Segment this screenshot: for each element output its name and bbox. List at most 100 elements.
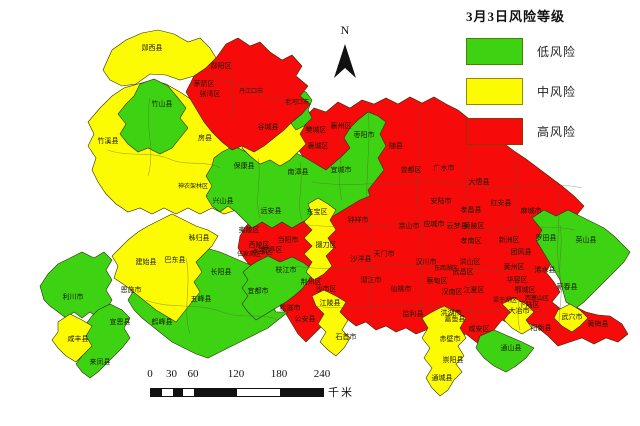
low-risk-swatch <box>466 38 523 65</box>
region-label: 潜江市 <box>361 275 382 284</box>
north-arrow-glyph <box>334 44 356 78</box>
region-label: 嘉鱼县 <box>445 314 466 323</box>
region-label: 云梦县 <box>447 222 468 230</box>
zone-shiyan-high <box>185 37 311 153</box>
map-border-lines <box>107 57 583 339</box>
region-label: 蕲春县 <box>557 282 578 291</box>
high-risk-swatch <box>466 118 523 145</box>
north-label: N <box>341 23 350 37</box>
zone-south-yellow-mid <box>421 305 467 397</box>
region-label: 大悟县 <box>469 177 490 186</box>
zone-wuxue-mid <box>553 303 589 333</box>
region-label: 五峰县 <box>191 294 212 303</box>
region-label: 巴东县 <box>165 255 186 264</box>
region-label: 沙洋县 <box>351 254 372 263</box>
legend-row-high: 高风险 <box>466 118 636 145</box>
region-label: 曾都区 <box>401 165 422 174</box>
region-label: 丹江口市 <box>239 87 263 95</box>
zone-xianfeng-mid <box>51 313 93 363</box>
region-label: 武昌区 <box>453 267 474 276</box>
region-label: 老河口市 <box>285 98 309 106</box>
high-risk-label: 高风险 <box>537 125 577 139</box>
region-label: 广水市 <box>434 163 455 172</box>
region-label: 襄城区 <box>308 141 329 150</box>
region-label: 随县 <box>389 141 403 150</box>
region-label: 安陆市 <box>431 196 452 205</box>
region-label: 仙桃市 <box>391 284 412 293</box>
zone-luotian-yingshan-low <box>531 209 631 309</box>
region-label: 东西湖区 <box>434 264 458 272</box>
legend-title: 3月3日风险等级 <box>466 9 566 24</box>
region-label: 长阳县 <box>211 267 232 276</box>
zone-zhijiang-yidu-low <box>241 255 315 321</box>
region-label: 京山市 <box>399 221 420 230</box>
region-label: 南漳县 <box>288 167 309 176</box>
zone-tongshan-low <box>475 329 535 373</box>
region-label: 红安县 <box>491 198 512 207</box>
legend: 3月3日风险等级 低风险 中风险 高风险 <box>466 6 636 145</box>
mid-risk-swatch <box>466 78 523 105</box>
region-label: 枝江市 <box>276 265 297 274</box>
region-label: 大冶市 <box>509 306 530 315</box>
region-label: 孝昌县 <box>461 206 482 214</box>
region-label: 公安县 <box>295 314 316 323</box>
mid-risk-label: 中风险 <box>537 85 577 99</box>
region-label: 神农架林区 <box>178 182 208 190</box>
region-label: 天门市 <box>374 249 395 258</box>
region-label: 松滋市 <box>280 303 301 312</box>
region-label: 黄陂区 <box>464 221 485 230</box>
region-label: 郧阳区 <box>211 61 232 70</box>
region-label: 西陵区 <box>249 240 270 249</box>
low-risk-label: 低风险 <box>537 45 577 59</box>
region-label: 黄州区 <box>504 262 525 271</box>
map-zones <box>39 29 631 397</box>
region-label: 麻城市 <box>521 206 542 215</box>
region-label: 黄梅县 <box>588 319 609 328</box>
region-label: 汉川市 <box>416 257 437 266</box>
zone-zhushan-low <box>117 78 189 155</box>
region-label: 通山县 <box>501 343 522 352</box>
region-label: 伍家岗区 <box>237 250 261 258</box>
region-label: 武穴市 <box>562 312 583 321</box>
region-label: 保康县 <box>234 161 255 170</box>
region-label: 洪山区 <box>460 257 481 266</box>
region-label: 赤壁市 <box>440 334 461 343</box>
region-label: 沙市区 <box>316 284 337 293</box>
region-label: 新洲区 <box>499 235 520 244</box>
region-label: 钟祥市 <box>348 215 369 224</box>
region-label: 恩施市 <box>121 285 142 294</box>
region-label: 咸丰县 <box>68 334 89 343</box>
region-label: 秭归县 <box>189 233 210 242</box>
region-label: 通城县 <box>432 373 453 382</box>
region-label: 宜城市 <box>331 165 352 174</box>
region-label: 宜都市 <box>248 286 269 295</box>
region-label: 建始县 <box>136 257 157 266</box>
region-label: 点军区 <box>252 248 273 256</box>
region-label: 张湾区 <box>200 89 221 98</box>
north-arrow: N <box>334 23 356 78</box>
region-label: 梁子湖区 <box>493 296 517 304</box>
region-label: 监利县 <box>403 309 424 318</box>
region-label: 西塞山区 <box>525 294 549 302</box>
region-label: 兴山县 <box>213 196 234 205</box>
region-label: 猇亭区 <box>262 245 283 254</box>
region-label: 石首市 <box>336 332 357 341</box>
region-label: 汉南区 <box>442 287 463 296</box>
legend-row-mid: 中风险 <box>466 78 636 105</box>
region-label: 利川市 <box>63 292 84 301</box>
region-label: 崇阳县 <box>443 355 464 364</box>
region-label: 下陆区 <box>519 300 540 309</box>
region-label: 咸安区 <box>469 324 490 333</box>
region-label: 郧西县 <box>142 44 163 52</box>
region-label: 茅箭区 <box>194 79 215 88</box>
region-label: 孝南区 <box>461 236 482 245</box>
region-label: 罗田县 <box>536 234 557 242</box>
region-label: 宣恩县 <box>110 317 131 326</box>
region-label: 阳新县 <box>531 323 552 332</box>
region-label: 枣阳市 <box>354 130 375 139</box>
region-label: 房县 <box>198 133 212 142</box>
region-label: 鄂城区 <box>515 285 536 294</box>
region-label: 竹山县 <box>152 99 173 108</box>
